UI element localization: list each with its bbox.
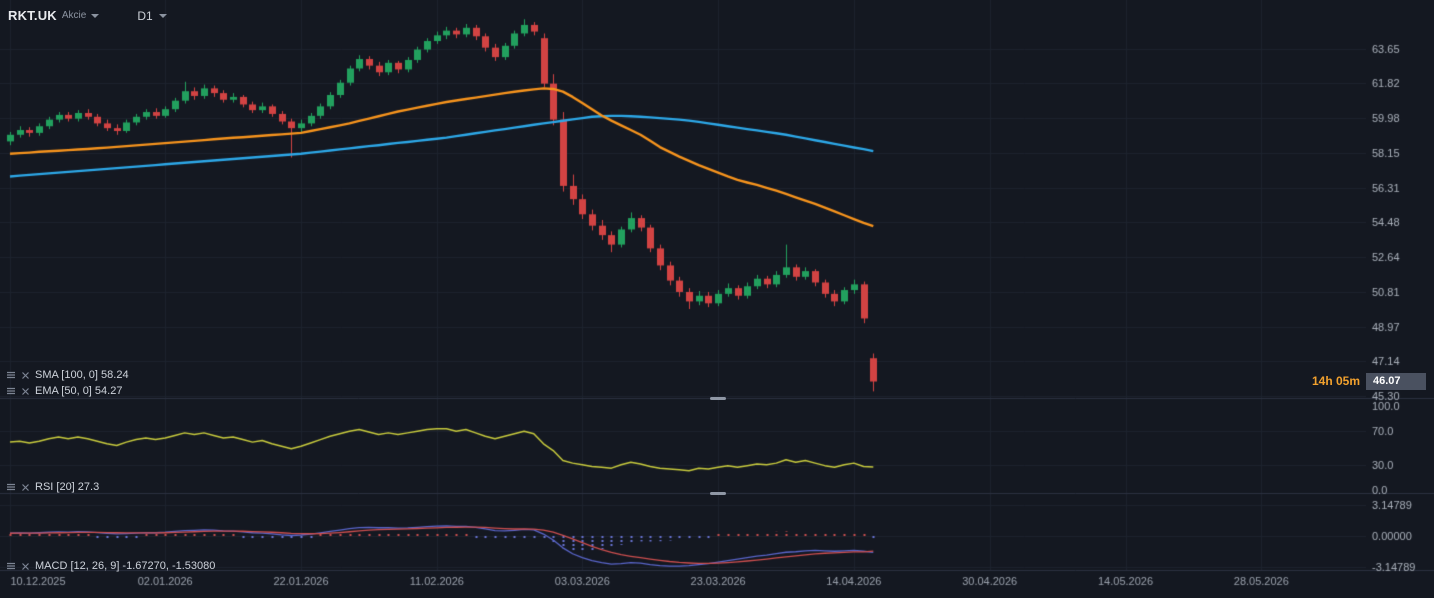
indicator-remove-icon[interactable] — [21, 483, 30, 492]
indicator-settings-icon[interactable] — [6, 482, 16, 492]
symbol-label: RKT.UK — [8, 8, 57, 23]
indicator-row-ema: EMA [50, 0] 54.27 — [6, 385, 122, 397]
indicator-label: RSI [20] 27.3 — [35, 481, 100, 493]
timeframe-label: D1 — [137, 8, 153, 23]
pane-resize-handle[interactable] — [710, 492, 726, 495]
indicator-remove-icon[interactable] — [21, 562, 30, 571]
chevron-down-icon — [91, 13, 100, 18]
indicator-remove-icon[interactable] — [21, 387, 30, 396]
indicator-row-macd: MACD [12, 26, 9] -1.67270, -1.53080 — [6, 560, 215, 572]
current-price-tag: 46.07 — [1366, 373, 1426, 390]
indicator-row-sma: SMA [100, 0] 58.24 — [6, 369, 129, 381]
indicator-settings-icon[interactable] — [6, 386, 16, 396]
candle-countdown: 14h 05m — [1311, 374, 1360, 388]
indicator-row-rsi: RSI [20] 27.3 — [6, 481, 99, 493]
indicator-label: MACD [12, 26, 9] -1.67270, -1.53080 — [35, 560, 216, 572]
indicator-label: EMA [50, 0] 54.27 — [35, 385, 123, 397]
indicator-settings-icon[interactable] — [6, 561, 16, 571]
indicator-label: SMA [100, 0] 58.24 — [35, 369, 129, 381]
symbol-selector[interactable]: RKT.UK Akcie — [8, 8, 100, 23]
chart-header: RKT.UK Akcie D1 — [8, 8, 167, 23]
indicator-settings-icon[interactable] — [6, 370, 16, 380]
indicator-remove-icon[interactable] — [21, 371, 30, 380]
instrument-type-label: Akcie — [61, 10, 87, 21]
pane-resize-handle[interactable] — [710, 397, 726, 400]
timeframe-selector[interactable]: D1 — [137, 8, 167, 23]
chevron-down-icon — [158, 13, 167, 18]
